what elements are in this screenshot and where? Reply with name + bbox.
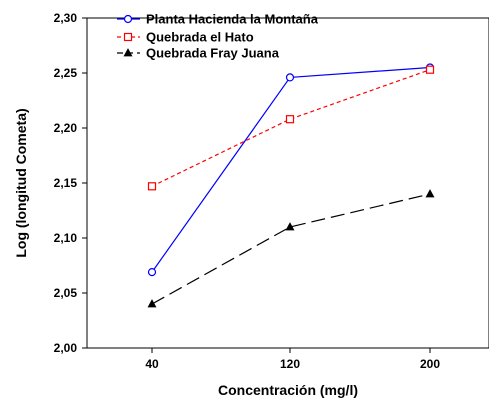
- y-tick-label: 2,20: [54, 121, 78, 135]
- data-point: [147, 268, 157, 277]
- y-tick-label: 2,25: [54, 66, 78, 80]
- x-tick-label: 120: [280, 357, 300, 371]
- legend-marker: [123, 14, 133, 24]
- x-axis: 40 120 200: [145, 348, 440, 371]
- data-point: [147, 182, 157, 191]
- data-point: [425, 189, 435, 198]
- series-line: [151, 69, 431, 187]
- legend-label: Quebrada el Hato: [146, 30, 254, 45]
- data-point: [425, 65, 435, 74]
- legend-marker: [123, 48, 133, 57]
- series-line: [151, 193, 431, 305]
- legend: Planta Hacienda la Montaña Quebrada el Ha…: [117, 12, 319, 61]
- y-axis: 2,00 2,05 2,10 2,15 2,20 2,25 2,30: [54, 11, 87, 355]
- x-axis-title: Concentración (mg/l): [218, 382, 358, 398]
- y-tick-label: 2,10: [54, 231, 78, 245]
- legend-label: Planta Hacienda la Montaña: [146, 12, 319, 27]
- data-point: [285, 73, 295, 82]
- x-tick-label: 40: [145, 357, 159, 371]
- legend-marker: [123, 32, 133, 42]
- y-tick-label: 2,15: [54, 176, 78, 190]
- data-point: [147, 299, 157, 308]
- y-tick-label: 2,05: [54, 286, 78, 300]
- series-group: [147, 63, 435, 308]
- y-tick-label: 2,00: [54, 341, 78, 355]
- y-tick-label: 2,30: [54, 11, 78, 25]
- series-line: [151, 66, 431, 273]
- y-axis-title: Log (longitud Cometa): [13, 108, 29, 257]
- data-point: [285, 115, 295, 124]
- x-tick-label: 200: [420, 357, 440, 371]
- data-point: [285, 222, 295, 231]
- legend-label: Quebrada Fray Juana: [146, 46, 280, 61]
